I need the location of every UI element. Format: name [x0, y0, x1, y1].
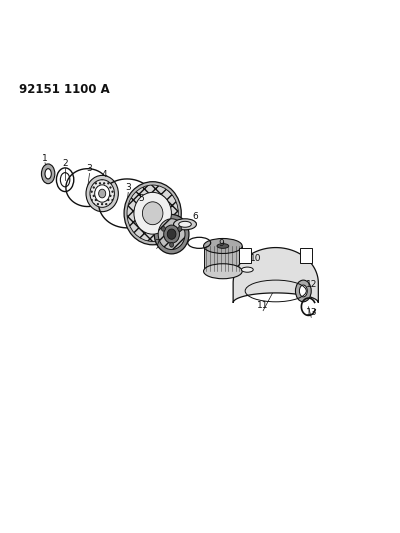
- Ellipse shape: [42, 164, 55, 184]
- Text: 3: 3: [125, 183, 131, 192]
- Ellipse shape: [170, 243, 174, 247]
- Text: 9: 9: [219, 239, 224, 248]
- Ellipse shape: [179, 221, 191, 227]
- Text: 11: 11: [257, 302, 269, 310]
- FancyBboxPatch shape: [204, 246, 242, 271]
- Ellipse shape: [204, 238, 242, 254]
- Polygon shape: [233, 248, 318, 303]
- Text: 12: 12: [306, 280, 317, 289]
- Ellipse shape: [242, 267, 253, 272]
- Ellipse shape: [124, 182, 181, 245]
- Ellipse shape: [86, 175, 118, 212]
- Text: 5: 5: [139, 194, 144, 203]
- Ellipse shape: [158, 219, 185, 249]
- Ellipse shape: [154, 214, 189, 254]
- Text: 2: 2: [62, 159, 68, 168]
- Ellipse shape: [45, 168, 51, 179]
- Ellipse shape: [167, 229, 176, 239]
- Text: 7: 7: [154, 239, 160, 248]
- Text: 3: 3: [87, 164, 92, 173]
- Ellipse shape: [299, 285, 307, 297]
- Ellipse shape: [235, 264, 260, 275]
- Ellipse shape: [134, 192, 172, 234]
- Ellipse shape: [127, 185, 178, 241]
- Polygon shape: [300, 248, 312, 263]
- Ellipse shape: [162, 227, 165, 231]
- Text: 13: 13: [306, 308, 317, 317]
- Ellipse shape: [99, 189, 106, 198]
- Ellipse shape: [178, 227, 182, 231]
- Ellipse shape: [90, 180, 114, 207]
- Ellipse shape: [95, 185, 110, 202]
- Text: 4: 4: [102, 170, 107, 179]
- Text: 6: 6: [192, 212, 198, 221]
- Ellipse shape: [217, 244, 229, 248]
- Text: 10: 10: [250, 254, 261, 263]
- Text: 92151 1100 A: 92151 1100 A: [18, 83, 109, 96]
- Polygon shape: [240, 248, 251, 263]
- Text: 1: 1: [42, 154, 48, 163]
- Ellipse shape: [164, 225, 180, 243]
- Ellipse shape: [142, 202, 163, 225]
- Ellipse shape: [174, 219, 196, 230]
- Ellipse shape: [204, 264, 242, 279]
- Ellipse shape: [296, 280, 311, 302]
